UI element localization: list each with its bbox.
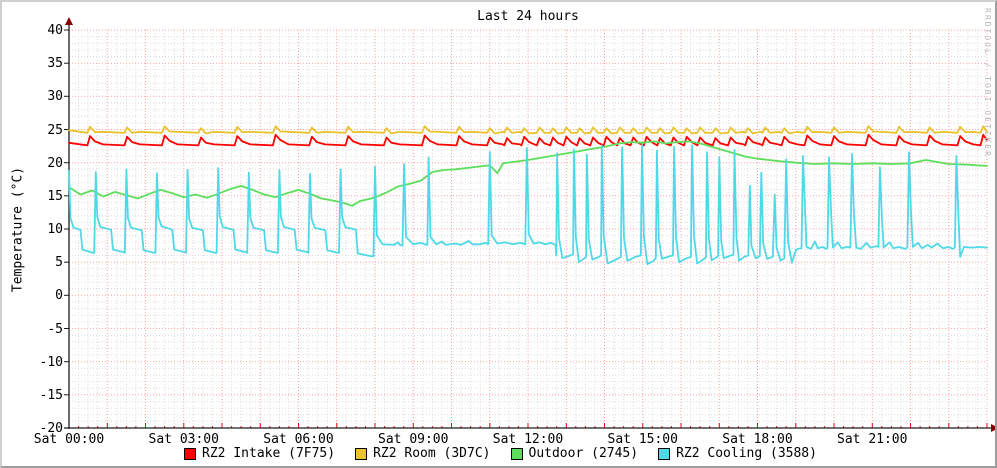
x-tick-label: Sat 06:00 bbox=[263, 432, 334, 447]
legend-label: Outdoor (2745) bbox=[528, 446, 639, 461]
y-tick-label: 0 bbox=[55, 288, 63, 304]
legend-swatch-cyan bbox=[658, 447, 671, 460]
y-tick-label: -10 bbox=[39, 354, 63, 370]
y-tick-label: -15 bbox=[39, 387, 63, 403]
legend-label: RZ2 Cooling (3588) bbox=[676, 446, 817, 461]
x-tick-label: Sat 21:00 bbox=[837, 432, 908, 447]
series-line bbox=[68, 133, 988, 147]
series-line bbox=[68, 140, 988, 207]
y-tick-label: 25 bbox=[47, 122, 63, 138]
legend-item-rz2-intake: RZ2 Intake (7F75) bbox=[184, 446, 335, 461]
legend-item-outdoor: Outdoor (2745) bbox=[510, 446, 639, 461]
x-tick-label: Sat 09:00 bbox=[378, 432, 449, 447]
legend-label: RZ2 Intake (7F75) bbox=[202, 446, 336, 461]
y-tick-label: 15 bbox=[47, 188, 63, 204]
legend-label: RZ2 Room (3D7C) bbox=[373, 446, 491, 461]
y-tick-label: 20 bbox=[47, 155, 63, 171]
y-tick-label: 10 bbox=[47, 222, 63, 237]
y-tick-label: 5 bbox=[55, 255, 63, 271]
rrdtool-watermark: RRDTOOL / TOBI OETIKER bbox=[983, 8, 992, 158]
y-tick-label: 40 bbox=[47, 23, 63, 38]
x-tick-label: Sat 00:00 bbox=[33, 432, 105, 447]
series-line bbox=[68, 143, 988, 266]
y-tick-label: 35 bbox=[47, 56, 63, 72]
x-tick-label: Sat 18:00 bbox=[722, 432, 793, 447]
x-tick-label: Sat 03:00 bbox=[148, 432, 219, 447]
y-tick-label: -20 bbox=[39, 421, 63, 436]
y-tick-label: -5 bbox=[47, 321, 63, 337]
x-tick-label: Sat 12:00 bbox=[492, 432, 564, 447]
legend: RZ2 Intake (7F75) RZ2 Room (3D7C) Outdoo… bbox=[2, 446, 995, 461]
chart-title: Last 24 hours bbox=[477, 9, 579, 24]
legend-swatch-red bbox=[184, 447, 197, 460]
x-tick-label: Sat 15:00 bbox=[607, 432, 678, 447]
legend-item-rz2-cooling: RZ2 Cooling (3588) bbox=[658, 446, 817, 461]
legend-swatch-green bbox=[510, 447, 523, 460]
legend-swatch-yellow bbox=[355, 447, 368, 460]
y-tick-label: 30 bbox=[47, 89, 63, 105]
series-line bbox=[68, 125, 988, 135]
legend-item-rz2-room: RZ2 Room (3D7C) bbox=[355, 446, 491, 461]
